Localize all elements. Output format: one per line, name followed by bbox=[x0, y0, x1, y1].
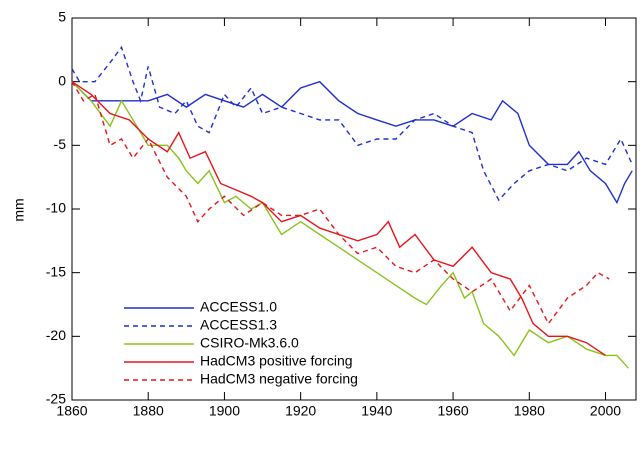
series-line bbox=[71, 81, 606, 356]
y-tick-label: -5 bbox=[54, 136, 67, 152]
x-tick-label: 1860 bbox=[56, 403, 87, 419]
x-tick-label: 1900 bbox=[209, 403, 240, 419]
x-tick-label: 1880 bbox=[133, 403, 164, 419]
series-line bbox=[71, 45, 633, 202]
y-tick-label: 0 bbox=[58, 72, 66, 88]
x-tick-label: 1960 bbox=[438, 403, 469, 419]
x-tick-label: 2000 bbox=[590, 403, 621, 419]
y-tick-label: -10 bbox=[46, 200, 66, 216]
y-tick-label: 5 bbox=[58, 9, 66, 25]
series-line bbox=[71, 80, 633, 205]
legend-label: CSIRO-Mk3.6.0 bbox=[200, 335, 299, 351]
legend-label: ACCESS1.3 bbox=[200, 317, 277, 333]
y-axis-label: mm bbox=[11, 198, 27, 221]
y-tick-label: -15 bbox=[46, 263, 66, 279]
series-line bbox=[71, 81, 610, 325]
x-tick-label: 1920 bbox=[285, 403, 316, 419]
legend-label: HadCM3 negative forcing bbox=[200, 371, 358, 387]
legend-label: ACCESS1.0 bbox=[200, 299, 277, 315]
legend-label: HadCM3 positive forcing bbox=[200, 353, 353, 369]
x-tick-label: 1980 bbox=[514, 403, 545, 419]
y-tick-label: -25 bbox=[46, 391, 66, 407]
plot-frame bbox=[71, 17, 637, 401]
series-line bbox=[71, 81, 629, 369]
y-tick-label: -20 bbox=[46, 327, 66, 343]
x-tick-label: 1940 bbox=[361, 403, 392, 419]
